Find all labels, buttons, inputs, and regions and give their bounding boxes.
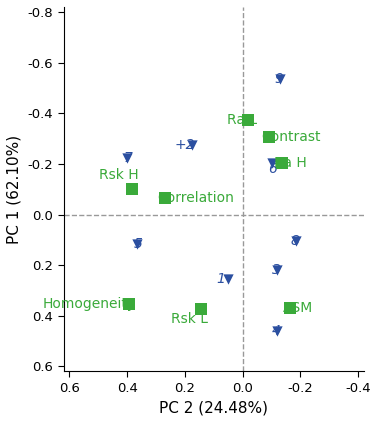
Point	[198, 306, 204, 313]
Text: 4: 4	[271, 324, 280, 338]
Text: Ra H: Ra H	[274, 156, 307, 170]
Text: Homogeneity: Homogeneity	[43, 297, 136, 311]
Text: Rsk H: Rsk H	[99, 168, 139, 182]
Point	[274, 267, 280, 273]
Point	[274, 327, 280, 334]
Point	[287, 305, 293, 311]
Point	[162, 195, 168, 201]
Text: 8: 8	[290, 234, 299, 248]
Point	[279, 160, 285, 166]
Point	[189, 142, 195, 149]
Y-axis label: PC 1 (62.10%): PC 1 (62.10%)	[7, 135, 22, 244]
Text: 6: 6	[268, 162, 277, 176]
Text: ASM: ASM	[283, 301, 313, 315]
Text: 5: 5	[134, 237, 143, 251]
Text: 3: 3	[271, 263, 280, 277]
Text: Rsk L: Rsk L	[171, 312, 208, 326]
Point	[129, 186, 135, 192]
Point	[245, 116, 251, 123]
Point	[134, 240, 140, 247]
Point	[268, 160, 274, 166]
X-axis label: PC 2 (24.48%): PC 2 (24.48%)	[159, 400, 268, 415]
Point	[225, 276, 231, 282]
Text: 9: 9	[274, 73, 283, 87]
Point	[266, 134, 272, 141]
Text: Contrast: Contrast	[262, 130, 321, 144]
Point	[293, 238, 299, 244]
Text: 7: 7	[124, 151, 133, 165]
Point	[125, 301, 132, 308]
Text: Correlation: Correlation	[158, 191, 234, 205]
Text: 1: 1	[217, 272, 225, 286]
Point	[277, 76, 283, 83]
Point	[124, 154, 130, 161]
Text: Ra L: Ra L	[227, 113, 257, 127]
Text: +2: +2	[175, 138, 195, 152]
